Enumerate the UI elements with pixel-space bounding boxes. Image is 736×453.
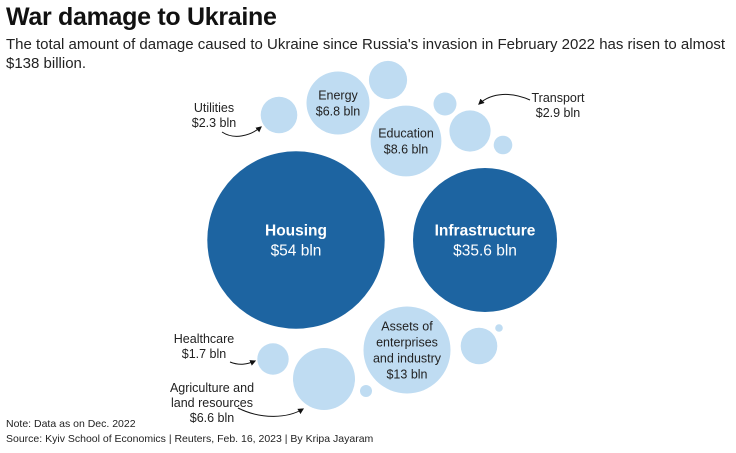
bubble-minor-3 <box>493 135 513 155</box>
bubble-utilities <box>260 96 298 134</box>
bubble-housing <box>207 151 385 329</box>
bubble-minor-1 <box>368 60 408 100</box>
chart-subtitle: The total amount of damage caused to Ukr… <box>6 36 726 72</box>
label-assets-of-enterprises-and-industry: Assets of enterprises and industry $13 bln <box>373 319 442 381</box>
arrow-utilities <box>221 126 262 137</box>
arrow-healthcare <box>229 360 257 366</box>
bubble-energy <box>306 71 370 135</box>
arrow-agriculture-and-land-resources <box>237 407 305 417</box>
bubble-minor-2 <box>433 92 457 116</box>
label-education: Education $8.6 bln <box>378 126 434 156</box>
bubble-healthcare <box>257 343 289 375</box>
bubble-agriculture-and-land-resources <box>293 348 355 410</box>
arrow-transport <box>478 94 531 105</box>
label-agriculture-and-land-resources: Agriculture and land resources $6.6 bln <box>170 381 254 425</box>
bubble-infrastructure <box>413 168 557 312</box>
label-infrastructure: Infrastructure $35.6 bln <box>435 222 536 259</box>
bubble-minor-6 <box>495 324 503 332</box>
bubble-transport <box>449 110 491 152</box>
bubble-minor-5 <box>360 385 372 397</box>
bubble-assets-of-enterprises-and-industry <box>363 306 451 394</box>
label-utilities: Utilities $2.3 bln <box>192 101 237 130</box>
chart-title: War damage to Ukraine <box>6 3 277 31</box>
source-text: Source: Kyiv School of Economics | Reute… <box>6 433 374 445</box>
chart-notes: Note: Data as on Dec. 2022 Source: Kyiv … <box>6 417 373 447</box>
label-transport: Transport $2.9 bln <box>531 91 585 120</box>
bubble-minor-4 <box>460 327 498 365</box>
label-housing: Housing $54 bln <box>265 222 327 259</box>
note-text: Note: Data as on Dec. 2022 <box>6 418 136 430</box>
bubble-education <box>370 105 442 177</box>
label-energy: Energy $6.8 bln <box>316 88 361 118</box>
label-healthcare: Healthcare $1.7 bln <box>174 332 234 361</box>
